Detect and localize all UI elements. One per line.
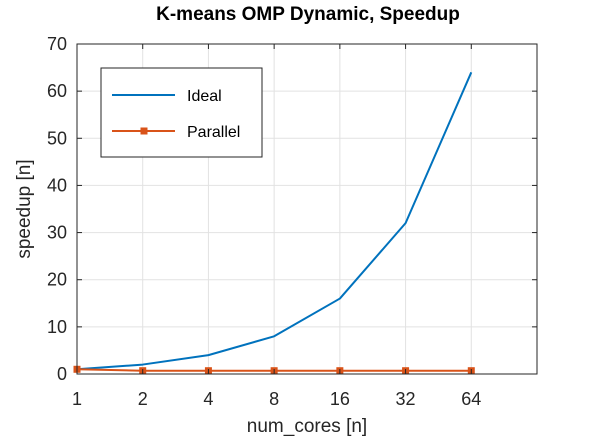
y-tick-label: 60	[47, 81, 67, 101]
axis-ticks	[76, 43, 537, 375]
legend-box	[100, 67, 263, 158]
x-tick-label: 32	[396, 389, 416, 409]
grid-lines	[76, 43, 537, 375]
x-tick-labels: 1 2 4 8 16 32 64	[72, 389, 481, 409]
y-tick-label: 40	[47, 175, 67, 195]
legend-parallel-label: Parallel	[187, 124, 240, 141]
x-tick-label: 2	[138, 389, 148, 409]
x-tick-label: 64	[461, 389, 481, 409]
legend-ideal-label: Ideal	[187, 88, 222, 105]
x-tick-label: 8	[269, 389, 279, 409]
x-tick-label: 4	[203, 389, 213, 409]
legend: Ideal Parallel	[100, 67, 263, 158]
series-line-ideal	[76, 71, 473, 371]
x-tick-label: 1	[72, 389, 82, 409]
y-tick-label: 10	[47, 317, 67, 337]
y-tick-label: 0	[57, 364, 67, 384]
y-axis-label: speedup [n]	[14, 159, 35, 258]
chart-title: K-means OMP Dynamic, Speedup	[156, 4, 460, 25]
legend-parallel-marker	[140, 127, 148, 135]
plot-frame	[76, 43, 538, 375]
y-tick-label: 30	[47, 223, 67, 243]
x-axis-label: num_cores [n]	[247, 416, 367, 437]
y-tick-label: 70	[47, 34, 67, 54]
y-tick-labels: 0 10 20 30 40 50 60 70	[47, 34, 67, 384]
y-tick-label: 50	[47, 128, 67, 148]
y-tick-label: 20	[47, 270, 67, 290]
x-tick-label: 16	[330, 389, 350, 409]
